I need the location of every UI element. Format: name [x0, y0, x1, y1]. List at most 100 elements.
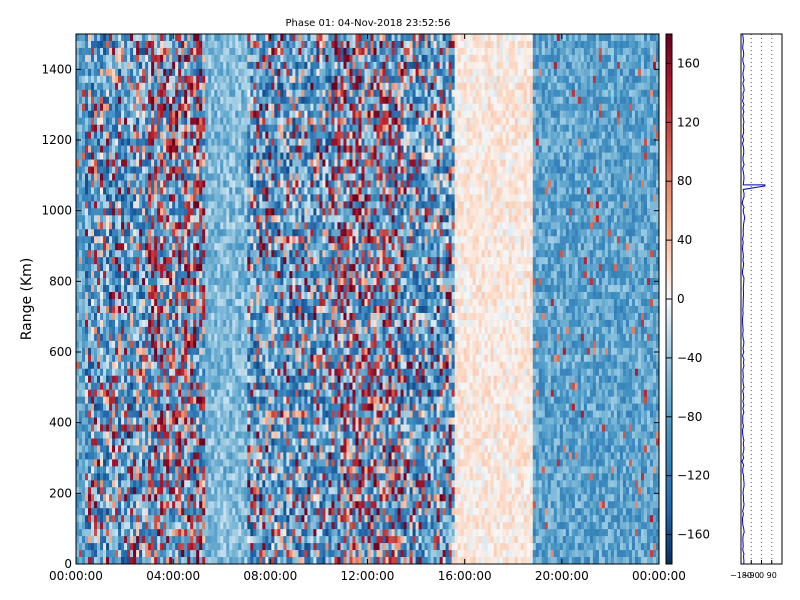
heatmap-cell — [208, 396, 212, 404]
heatmap-cell — [115, 131, 119, 139]
heatmap-cell — [163, 250, 167, 258]
heatmap-cell — [172, 285, 176, 293]
heatmap-cell — [196, 459, 200, 467]
heatmap-cell — [193, 466, 197, 474]
heatmap-cell — [214, 68, 218, 77]
heatmap-cell — [229, 382, 233, 391]
heatmap-cell — [256, 110, 260, 119]
heatmap-cell — [262, 61, 266, 70]
heatmap-cell — [94, 110, 98, 119]
heatmap-cell — [118, 180, 122, 188]
heatmap-cell — [184, 243, 188, 251]
heatmap-cell — [247, 222, 251, 230]
heatmap-cell — [190, 292, 194, 300]
heatmap-cell — [178, 452, 182, 460]
heatmap-cell — [271, 347, 275, 356]
heatmap-cell — [127, 494, 131, 502]
heatmap-cell — [127, 250, 131, 258]
heatmap-cell — [118, 368, 122, 377]
heatmap-cell — [151, 431, 155, 439]
heatmap-cell — [127, 515, 131, 523]
heatmap-cell — [241, 305, 245, 314]
heatmap-cell — [121, 166, 125, 174]
heatmap-cell — [163, 382, 167, 391]
heatmap-cell — [208, 47, 212, 56]
heatmap-cell — [166, 319, 170, 328]
heatmap-cell — [88, 61, 92, 70]
heatmap-cell — [85, 166, 89, 174]
heatmap-cell — [247, 480, 251, 488]
heatmap-cell — [268, 96, 272, 105]
heatmap-cell — [160, 222, 164, 230]
heatmap-cell — [91, 117, 95, 126]
heatmap-cell — [262, 138, 266, 146]
heatmap-cell — [166, 166, 170, 174]
heatmap-cell — [157, 194, 161, 202]
heatmap-cell — [82, 173, 86, 181]
heatmap-cell — [109, 438, 113, 446]
heatmap-cell — [253, 473, 257, 481]
heatmap-cell — [205, 145, 209, 153]
heatmap-cell — [76, 68, 80, 77]
heatmap-cell — [205, 438, 209, 446]
heatmap-cell — [88, 194, 92, 202]
heatmap-cell — [172, 257, 176, 265]
heatmap-cell — [151, 375, 155, 384]
heatmap-cell — [268, 424, 272, 432]
heatmap-cell — [169, 480, 173, 488]
heatmap-cell — [211, 522, 215, 530]
heatmap-cell — [196, 375, 200, 384]
heatmap-cell — [244, 145, 248, 153]
heatmap-cell — [91, 194, 95, 202]
heatmap-cell — [208, 201, 212, 209]
heatmap-cell — [97, 180, 101, 188]
heatmap-cell — [205, 208, 209, 216]
heatmap-cell — [268, 271, 272, 279]
heatmap-cell — [97, 222, 101, 230]
heatmap-cell — [235, 403, 239, 411]
heatmap-cell — [97, 271, 101, 279]
heatmap-cell — [115, 292, 119, 300]
heatmap-cell — [145, 361, 149, 370]
heatmap-cell — [184, 529, 188, 537]
heatmap-cell — [154, 40, 158, 49]
heatmap-cell — [184, 34, 188, 42]
heatmap-cell — [250, 257, 254, 265]
heatmap-cell — [190, 305, 194, 314]
heatmap-cell — [193, 138, 197, 146]
heatmap-cell — [79, 236, 83, 244]
heatmap-cell — [97, 326, 101, 335]
heatmap-cell — [142, 34, 146, 42]
heatmap-cell — [241, 347, 245, 356]
heatmap-cell — [124, 250, 128, 258]
heatmap-cell — [256, 271, 260, 279]
heatmap-cell — [76, 354, 80, 363]
heatmap-cell — [112, 138, 116, 146]
heatmap-cell — [226, 82, 230, 91]
heatmap-cell — [181, 292, 185, 300]
heatmap-cell — [124, 494, 128, 502]
heatmap-cell — [268, 550, 272, 558]
heatmap-cell — [100, 152, 104, 160]
heatmap-cell — [91, 124, 95, 133]
heatmap-cell — [265, 75, 269, 84]
heatmap-cell — [199, 229, 203, 237]
heatmap-cell — [247, 68, 251, 77]
heatmap-cell — [271, 124, 275, 133]
heatmap-cell — [226, 61, 230, 70]
heatmap-cell — [142, 201, 146, 209]
heatmap-cell — [115, 124, 119, 133]
heatmap-cell — [169, 557, 173, 564]
heatmap-cell — [244, 347, 248, 356]
heatmap-cell — [124, 61, 128, 70]
heatmap-cell — [259, 403, 263, 411]
heatmap-cell — [214, 34, 218, 42]
heatmap-cell — [133, 229, 137, 237]
heatmap-cell — [154, 480, 158, 488]
heatmap-cell — [121, 424, 125, 432]
heatmap-cell — [247, 438, 251, 446]
heatmap-cell — [118, 250, 122, 258]
heatmap-cell — [265, 494, 269, 502]
heatmap-cell — [121, 61, 125, 70]
heatmap-cell — [139, 319, 143, 328]
